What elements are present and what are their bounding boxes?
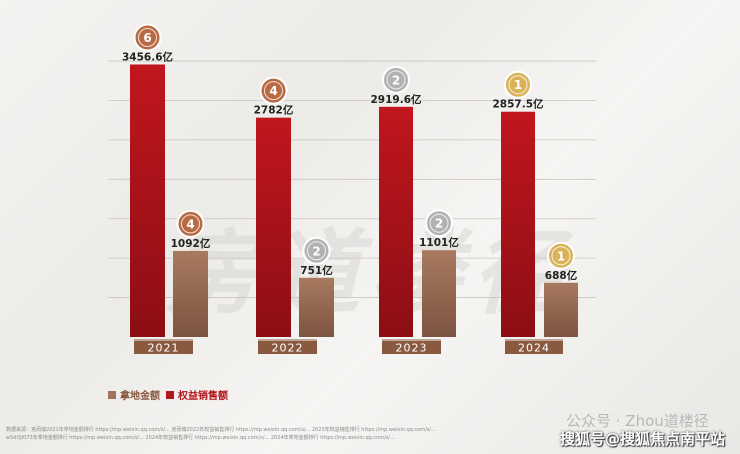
medal-rank: 6: [143, 31, 151, 45]
data-label: 2857.5亿: [492, 98, 544, 111]
bar-sales: [501, 111, 535, 338]
rank-medal: 1: [547, 241, 575, 270]
sohu-watermark: 搜狐号@搜狐焦点南平站: [560, 430, 726, 448]
medal-inner: [181, 214, 200, 234]
data-label: 1101亿: [419, 236, 459, 249]
year-tab: [382, 341, 441, 354]
wechat-watermark: 公众号 · Zhou道楼径: [566, 412, 709, 430]
medal-inner: [429, 213, 449, 233]
legend-item-sales: 权益销售额: [166, 387, 228, 402]
data-label: 3456.6亿: [122, 50, 174, 63]
bar-land: [299, 277, 334, 337]
bar-land: [173, 250, 208, 337]
bar-land: [544, 282, 578, 337]
source-footnote: 数据来源：克而瑞2021年拿地金额排行 https://mp.weixin.qq…: [6, 426, 566, 442]
medal-inner: [307, 241, 326, 261]
year-tab: [505, 341, 563, 354]
rank-medal: 4: [176, 209, 205, 238]
watermark: 房道楼径: [165, 219, 574, 327]
bar-land: [422, 250, 456, 337]
medal-rank: 1: [557, 249, 565, 263]
data-label: 2782亿: [254, 104, 294, 117]
medal-inner: [551, 246, 571, 266]
legend-item-land: 拿地金额: [108, 387, 160, 402]
medal-rank: 2: [435, 217, 443, 231]
bar-sales: [379, 106, 413, 338]
tick-label: 2023: [396, 342, 428, 355]
legend-label-land: 拿地金额: [120, 391, 160, 402]
data-label: 751亿: [300, 264, 333, 277]
data-label: 1092亿: [171, 237, 211, 250]
year-tab: [134, 341, 193, 354]
legend: 拿地金额 权益销售额: [108, 387, 228, 402]
tick-label: 2024: [518, 342, 550, 355]
medal-inner: [138, 27, 157, 47]
medal-rank: 1: [514, 78, 522, 92]
medal-rank: 2: [392, 73, 400, 87]
source-line-1: 数据来源：克而瑞2021年拿地金额排行 https://mp.weixin.qq…: [6, 427, 436, 433]
source-line-2: w5dQjl073年拿地金额排行 https://mp.weixin.qq.co…: [6, 435, 395, 441]
legend-label-sales: 权益销售额: [178, 391, 228, 402]
medal-inner: [508, 75, 528, 95]
legend-swatch-sales: [166, 390, 174, 399]
medal-rank: 2: [312, 244, 320, 258]
medal-inner: [386, 70, 406, 90]
tick-label: 2021: [148, 342, 180, 355]
year-tab: [258, 341, 317, 354]
tick-label: 2022: [272, 342, 304, 355]
rank-medal: 2: [425, 209, 453, 238]
medal-inner: [264, 81, 283, 101]
bar-sales: [130, 64, 165, 337]
rank-medal: 1: [504, 70, 532, 99]
medal-rank: 4: [269, 84, 277, 98]
medal-rank: 4: [186, 217, 194, 231]
data-label: 688亿: [545, 269, 578, 282]
x-axis: 2021 2022 2023 2024: [134, 339, 563, 355]
rank-medal: 2: [302, 236, 331, 265]
rank-medal: 2: [382, 65, 410, 94]
bar-sales: [256, 117, 291, 338]
rank-medal: 4: [259, 76, 288, 105]
data-label: 2919.6亿: [370, 93, 422, 106]
legend-swatch-land: [108, 390, 116, 399]
rank-medal: 6: [133, 23, 162, 52]
bars: 3456.6亿 6 2782亿 4 2919.6亿 2 2857.5亿 1 1092亿 4 751亿…: [122, 23, 578, 338]
